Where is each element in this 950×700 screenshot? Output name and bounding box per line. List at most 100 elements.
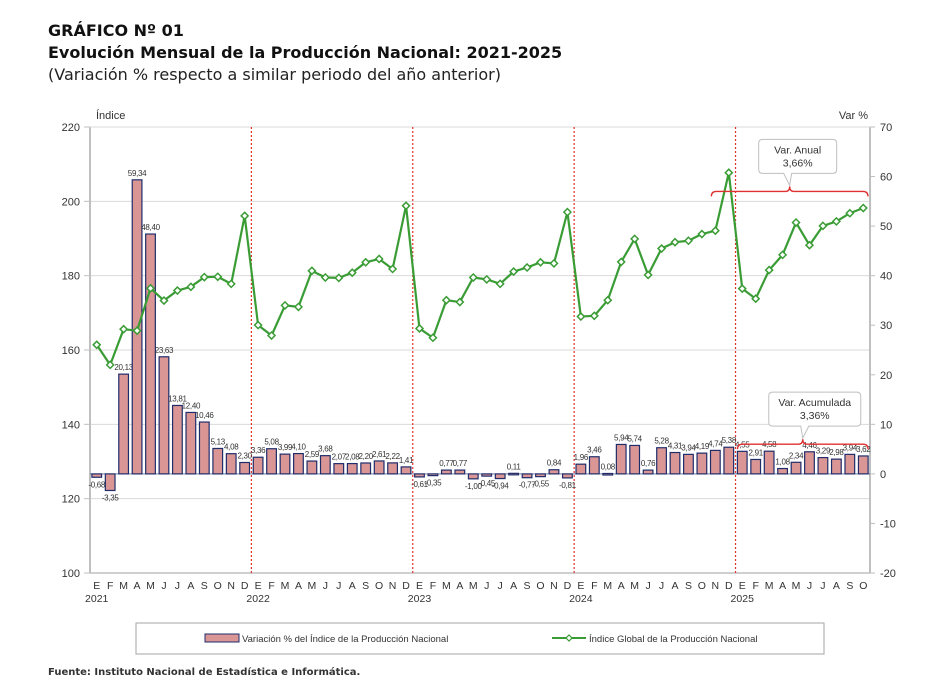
index-marker: [724, 168, 734, 178]
x-tick-label: M: [281, 580, 290, 592]
x-tick-label: E: [577, 580, 584, 592]
legend-bar-label: Variación % del Índice de la Producción …: [242, 634, 448, 645]
cumulative-callout-value: 3,36%: [800, 410, 830, 422]
legend-line-marker: [565, 634, 573, 642]
right-tick-label: 70: [880, 122, 892, 134]
bar-data-label: 4,46: [802, 441, 817, 450]
bar-data-label: 5,13: [211, 437, 226, 446]
index-marker: [710, 226, 720, 236]
bar: [588, 456, 600, 475]
x-tick-label: F: [430, 580, 436, 592]
bar-data-label: 13,81: [168, 394, 187, 403]
index-marker: [778, 250, 788, 260]
x-tick-label: N: [550, 580, 558, 592]
bar-data-label: -0,45: [478, 479, 496, 488]
bar-data-label: 4,31: [668, 442, 683, 451]
left-tick-label: 220: [62, 122, 80, 134]
index-marker: [495, 279, 505, 289]
cumulative-callout-box: [768, 391, 862, 440]
bar: [225, 453, 237, 475]
legend-line-label: Índice Global de la Producción Nacional: [589, 634, 757, 645]
legend-box: [135, 622, 825, 655]
bar: [387, 462, 399, 475]
index-marker: [737, 284, 747, 294]
index-marker: [145, 283, 156, 293]
index-line: [95, 171, 864, 366]
bar: [239, 461, 251, 475]
x-tick-label: J: [807, 580, 812, 592]
index-marker: [791, 217, 801, 228]
x-tick-label: O: [536, 580, 544, 592]
bar: [467, 473, 479, 480]
bar: [669, 451, 681, 475]
index-marker: [522, 262, 532, 273]
x-tick-label: D: [241, 580, 249, 592]
bar: [736, 450, 748, 475]
bar-data-label: 5,08: [264, 438, 279, 447]
annual-bracket: [710, 186, 869, 197]
annual-callout-box: [758, 138, 838, 188]
chart-subtitle: (Variación % respecto a similar periodo …: [48, 65, 501, 84]
index-marker: [603, 295, 613, 305]
index-marker: [374, 254, 384, 264]
bar: [723, 446, 735, 475]
x-tick-label: E: [93, 580, 100, 592]
bar: [266, 448, 277, 475]
bar-data-label: 20,13: [114, 363, 133, 372]
x-tick-label: J: [498, 580, 503, 592]
bar-data-label: 0,84: [547, 459, 562, 468]
x-tick-label: N: [712, 580, 720, 592]
right-tick-label: 40: [880, 271, 892, 283]
x-tick-label: M: [442, 580, 451, 592]
x-tick-label: S: [362, 580, 369, 592]
bar: [118, 373, 130, 475]
index-marker: [159, 296, 169, 306]
x-tick-label: M: [119, 580, 128, 592]
index-marker: [307, 266, 317, 276]
bar-data-label: 2,34: [789, 451, 804, 460]
bar: [360, 462, 372, 475]
bar-data-label: 2,22: [385, 452, 400, 461]
x-tick-label: D: [402, 580, 410, 592]
index-marker: [751, 294, 761, 304]
x-tick-label: J: [161, 580, 166, 592]
bar: [427, 473, 439, 477]
bar-data-label: 2,07: [332, 453, 347, 462]
bar-data-label: 3,94: [843, 443, 858, 452]
chart-title: Evolución Mensual de la Producción Nacio…: [48, 43, 563, 62]
source-note: Fuente: Instituto Nacional de Estadístic…: [48, 667, 361, 678]
bar-data-label: 4,10: [291, 443, 306, 452]
bar: [683, 453, 694, 475]
bar: [319, 455, 331, 475]
index-marker: [643, 270, 653, 280]
right-tick-label: 20: [880, 370, 892, 382]
bar-data-label: -0,68: [88, 480, 106, 489]
bar: [629, 444, 641, 475]
bar: [508, 472, 520, 476]
x-tick-label: A: [187, 580, 194, 592]
bar-data-label: 3,46: [587, 446, 602, 455]
bar: [575, 463, 587, 475]
bar-data-label: 0,08: [601, 462, 616, 471]
index-marker: [831, 216, 841, 226]
index-marker: [105, 360, 115, 370]
index-marker: [804, 240, 815, 250]
x-tick-label: A: [349, 580, 356, 592]
bar: [521, 473, 533, 479]
index-marker: [428, 333, 438, 343]
bar: [642, 469, 654, 475]
x-tick-label: J: [484, 580, 489, 592]
x-tick-label: O: [214, 580, 222, 592]
x-tick-label: M: [146, 580, 155, 592]
left-tick-label: 120: [62, 494, 80, 506]
bar-data-label: 2,59: [305, 450, 320, 459]
x-tick-label: A: [456, 580, 463, 592]
bar-data-label: 2,91: [749, 448, 764, 457]
right-tick-label: 30: [880, 320, 892, 332]
index-marker: [226, 279, 236, 289]
x-tick-label: J: [175, 580, 180, 592]
bar: [750, 458, 762, 475]
x-tick-label: D: [725, 580, 733, 592]
bar: [844, 453, 856, 475]
x-tick-label: J: [323, 580, 328, 592]
